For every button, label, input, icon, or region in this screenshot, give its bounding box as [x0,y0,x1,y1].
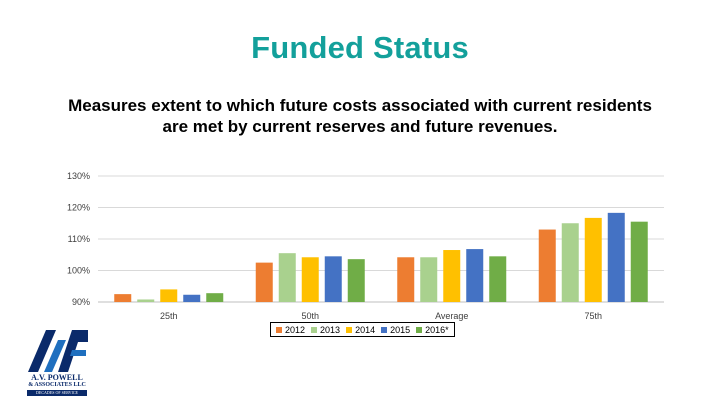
grid-lines [98,175,664,303]
logo-subname: & ASSOCIATES LLC [28,382,86,388]
bar-25th-2015 [183,294,201,302]
bar-average-2015 [466,249,484,302]
legend-swatch [381,326,388,333]
bar-average-2014 [443,250,461,302]
av-powell-logo-mark [28,330,88,372]
bar-50th-2013 [278,253,296,302]
bar-25th-2013 [137,299,155,302]
slide-title: Funded Status [251,30,469,65]
y-tick-label: 130% [67,171,90,181]
legend-label: 2013 [320,324,341,335]
bar-75th-2015 [607,212,625,302]
bar-75th-2014 [584,217,602,302]
y-tick-label: 110% [68,234,90,244]
y-tick-label: 100% [67,266,90,276]
legend-item: 2016* [416,325,449,335]
chart-legend: 2012 2013 2014 2015 2016* [270,322,455,337]
bar-average-2013 [420,257,438,302]
legend-label: 2015 [390,324,411,335]
legend-item: 2013 [311,325,340,335]
bar-average-2012 [397,257,415,302]
y-tick-label: 120% [67,203,90,213]
bar-50th-2012 [255,262,273,302]
company-logo: A.V. POWELL & ASSOCIATES LLC DECADES OF … [22,326,92,398]
legend-label: 2014 [355,324,376,335]
logo-name: A.V. POWELL [31,373,83,382]
bar-25th-2014 [160,289,178,302]
x-tick-label: 25th [160,311,178,321]
bar-50th-2015 [324,256,342,302]
bar-25th-2012 [114,294,132,302]
x-tick-label: 75th [584,311,602,321]
bar-50th-2014 [301,257,319,302]
x-tick-label: 50th [301,311,319,321]
logo-strip: DECADES OF SERVICE [27,390,87,396]
legend-swatch [416,326,423,333]
x-tick-label: Average [435,311,468,321]
bar-25th-2016 [206,293,224,302]
bar-75th-2012 [538,229,556,302]
legend-swatch [311,326,318,333]
axis-labels: 130% 120% 110% 100% 90% 25th 50th Average 75th [67,171,602,321]
legend-label: 2016* [425,324,449,335]
legend-item: 2014 [346,325,375,335]
bar-average-2016 [489,256,507,302]
bar-75th-2013 [561,223,579,302]
bars [114,212,648,302]
bar-50th-2016 [347,259,365,302]
legend-item: 2012 [276,325,305,335]
slide-subtitle: Measures extent to which future costs as… [68,96,652,136]
bar-75th-2016 [630,221,648,302]
legend-item: 2015 [381,325,410,335]
legend-swatch [346,326,353,333]
legend-swatch [276,326,282,333]
y-tick-label: 90% [72,297,90,307]
legend-label: 2012 [285,324,306,335]
